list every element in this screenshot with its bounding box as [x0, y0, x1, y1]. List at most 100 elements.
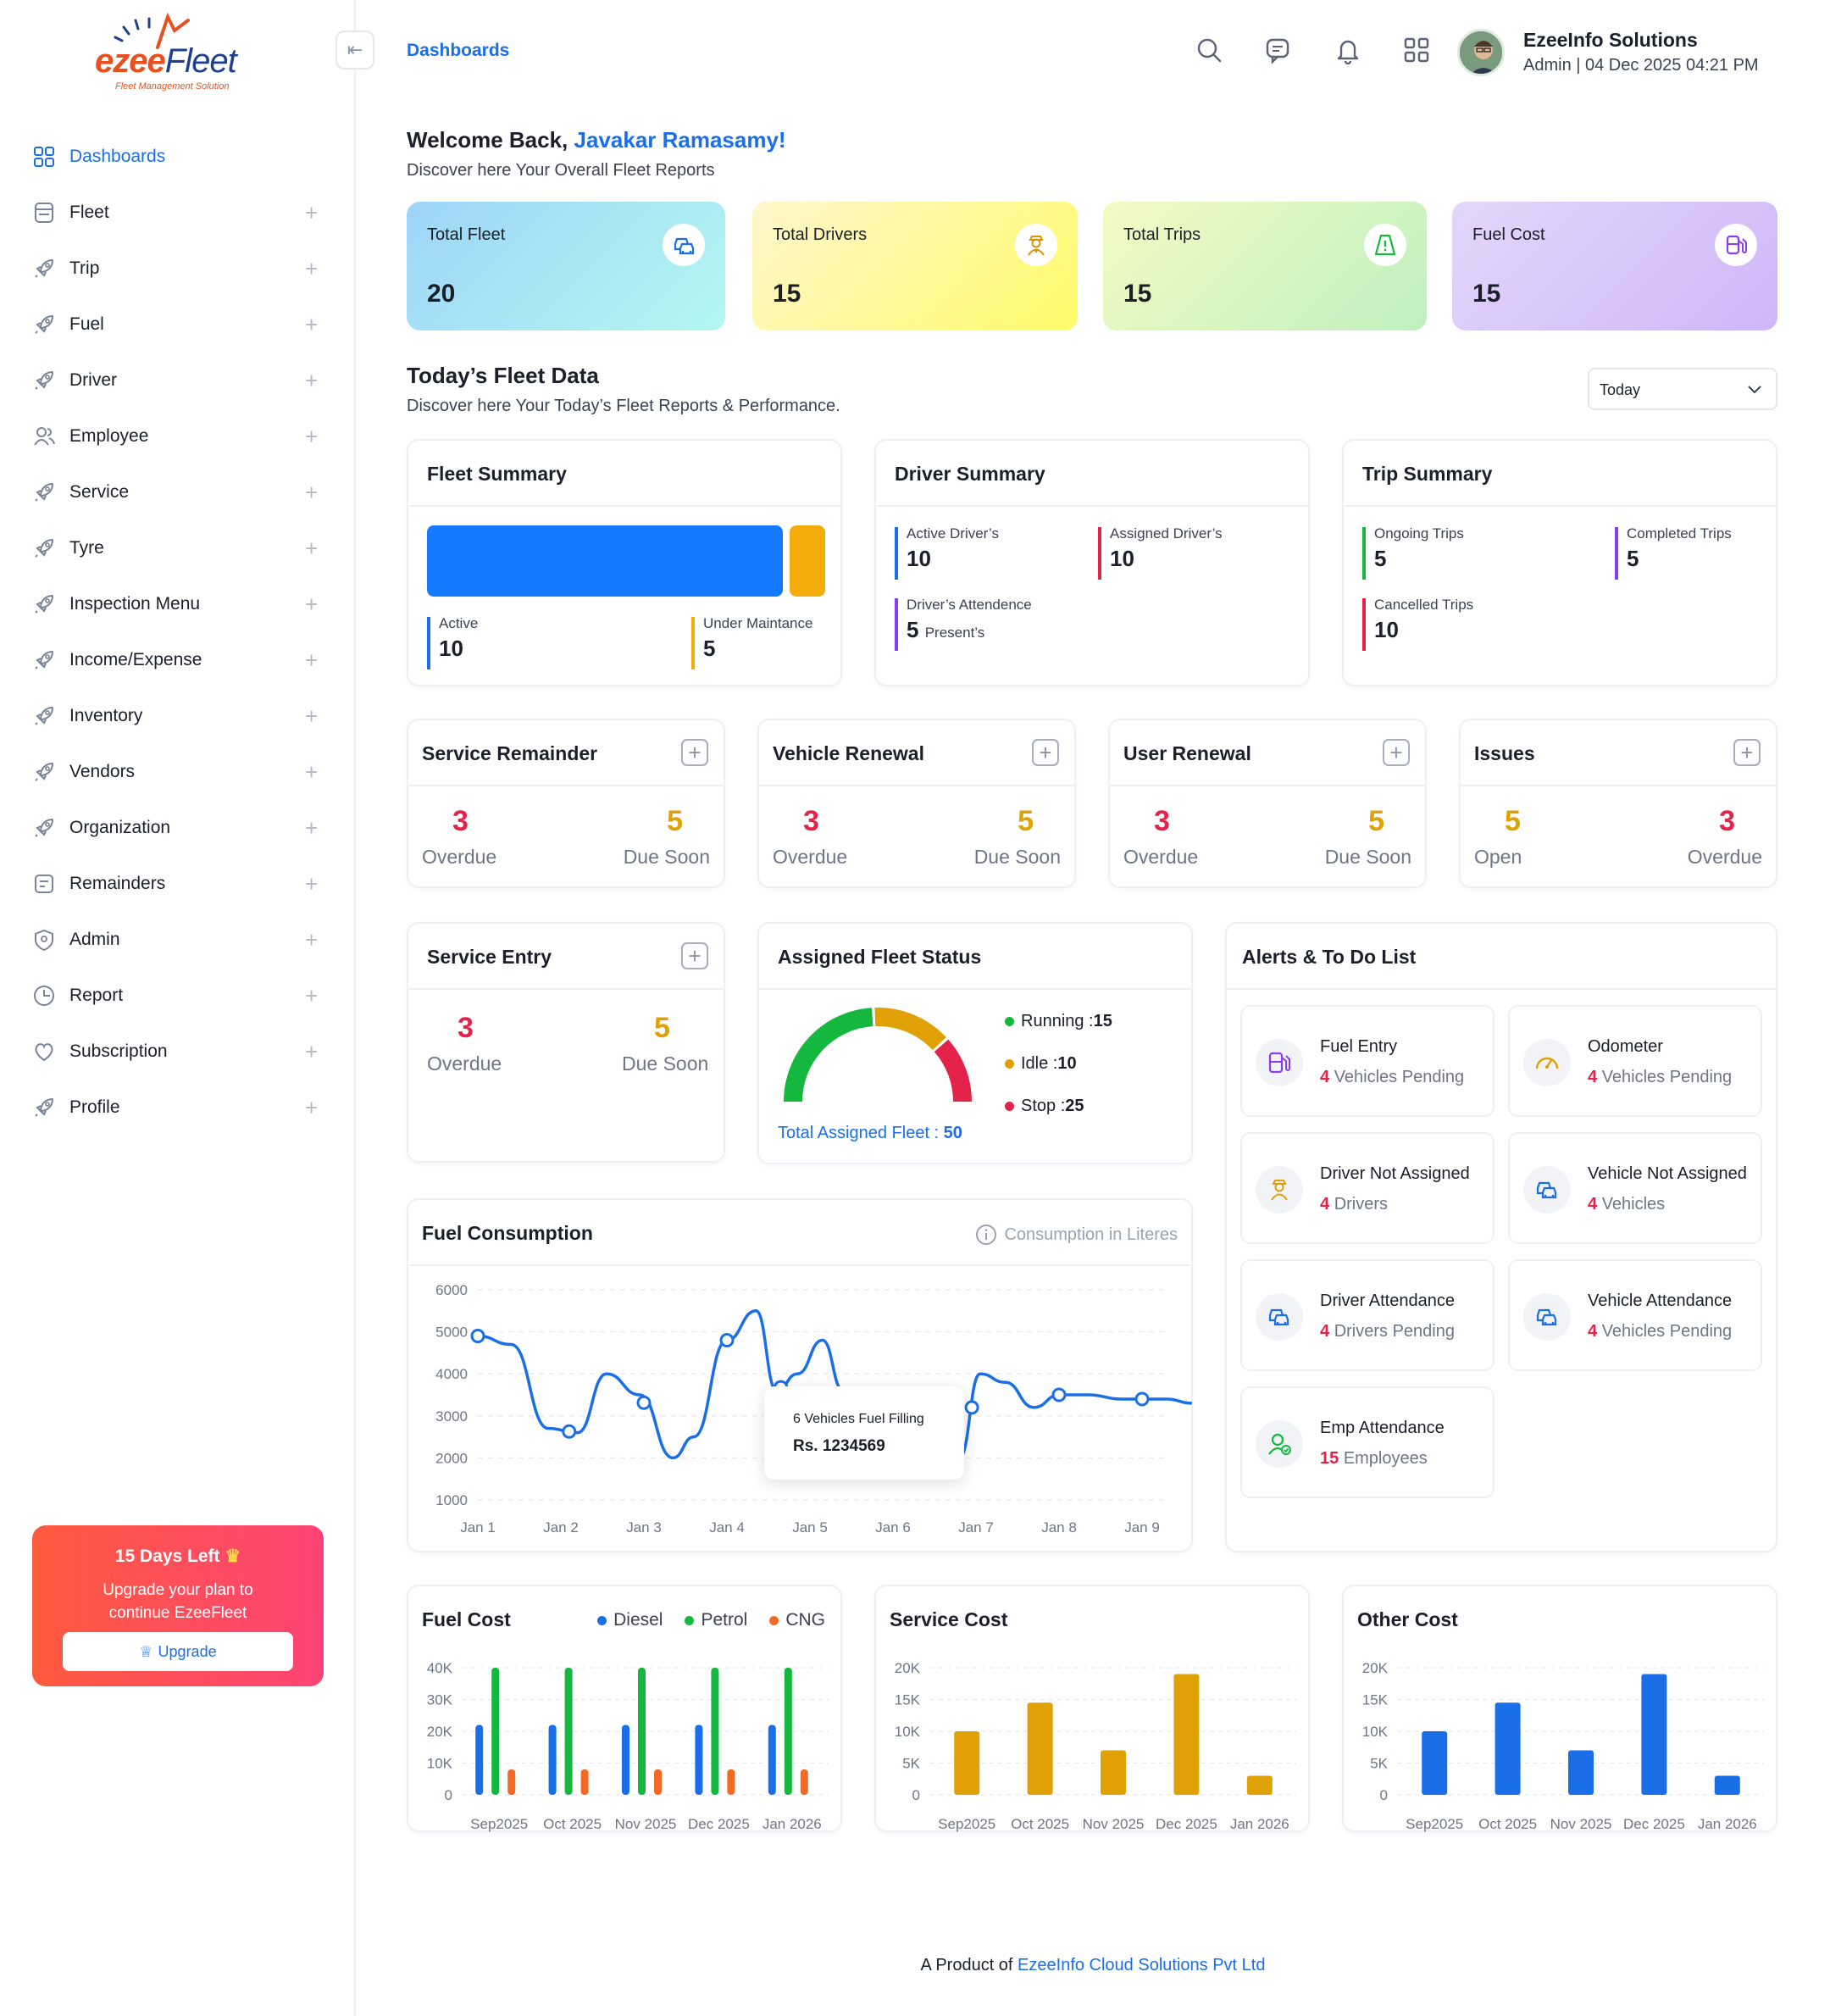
sidebar-item-label: Tyre — [69, 538, 104, 558]
sidebar-item-remainders[interactable]: Remainders + — [0, 856, 356, 912]
sidebar-item-tyre[interactable]: Tyre + — [0, 520, 356, 576]
stat-card-total-fleet[interactable]: Total Fleet 20 — [407, 202, 725, 330]
bar-petrol[interactable] — [564, 1668, 573, 1795]
bar[interactable] — [1101, 1750, 1126, 1796]
sidebar-item-subscription[interactable]: Subscription + — [0, 1024, 356, 1080]
stat-card-total-drivers[interactable]: Total Drivers 15 — [752, 202, 1078, 330]
bar[interactable] — [1027, 1702, 1053, 1795]
expand-plus-icon[interactable]: + — [305, 1095, 319, 1120]
alert-vehicle-not-assigned[interactable]: Vehicle Not Assigned 4 Vehicles — [1508, 1132, 1762, 1244]
y-tick-label: 10K — [427, 1756, 453, 1772]
chat-icon[interactable] — [1264, 36, 1293, 64]
expand-plus-icon[interactable]: + — [305, 759, 319, 785]
bar-cng[interactable] — [800, 1769, 808, 1795]
data-point[interactable] — [719, 1333, 735, 1348]
bar-cng[interactable] — [580, 1769, 589, 1795]
sidebar-item-trip[interactable]: Trip + — [0, 241, 356, 297]
bar[interactable] — [1422, 1731, 1448, 1795]
alert-odometer[interactable]: Odometer 4 Vehicles Pending — [1508, 1005, 1762, 1117]
avatar[interactable] — [1457, 29, 1505, 76]
data-point[interactable] — [636, 1395, 652, 1410]
expand-plus-icon[interactable]: + — [305, 1039, 319, 1064]
sidebar-item-report[interactable]: Report + — [0, 968, 356, 1024]
bar-petrol[interactable] — [491, 1668, 500, 1795]
bar[interactable] — [1246, 1775, 1273, 1796]
expand-plus-icon[interactable]: + — [305, 871, 319, 897]
collapse-sidebar-button[interactable]: ⇤ — [336, 31, 374, 69]
data-point[interactable] — [1134, 1391, 1150, 1407]
add-button[interactable]: + — [1032, 739, 1059, 766]
search-icon[interactable] — [1195, 36, 1223, 64]
bar[interactable] — [1641, 1674, 1667, 1796]
bar-diesel[interactable] — [475, 1724, 484, 1796]
add-button[interactable]: + — [681, 739, 708, 766]
sidebar-item-fleet[interactable]: Fleet + — [0, 185, 356, 241]
stat-card-total-trips[interactable]: Total Trips 15 — [1103, 202, 1427, 330]
expand-plus-icon[interactable]: + — [305, 703, 319, 729]
sidebar-item-service[interactable]: Service + — [0, 464, 356, 520]
bar-diesel[interactable] — [548, 1724, 557, 1796]
alert-driver-not-assigned[interactable]: Driver Not Assigned 4 Drivers — [1240, 1132, 1494, 1244]
sidebar-item-inventory[interactable]: Inventory + — [0, 688, 356, 744]
expand-plus-icon[interactable]: + — [305, 424, 319, 449]
sidebar-item-inspection-menu[interactable]: Inspection Menu + — [0, 576, 356, 632]
metric-value: 5 — [1374, 546, 1387, 571]
bar[interactable] — [1714, 1775, 1740, 1796]
bar[interactable] — [1173, 1674, 1200, 1796]
expand-plus-icon[interactable]: + — [305, 256, 319, 281]
alert-emp-attendance[interactable]: Emp Attendance 15 Employees — [1240, 1386, 1494, 1498]
ezeefleet-logo[interactable]: ezeeFleet Fleet Management Solution — [95, 12, 264, 93]
expand-plus-icon[interactable]: + — [305, 647, 319, 673]
sidebar-item-income-expense[interactable]: Income/Expense + — [0, 632, 356, 688]
add-button[interactable]: + — [1733, 739, 1761, 766]
sidebar-item-vendors[interactable]: Vendors + — [0, 744, 356, 800]
user-name[interactable]: EzeeInfo Solutions — [1523, 29, 1698, 51]
bar-petrol[interactable] — [711, 1668, 719, 1795]
alert-fuel-entry[interactable]: Fuel Entry 4 Vehicles Pending — [1240, 1005, 1494, 1117]
bar-diesel[interactable] — [695, 1724, 703, 1796]
expand-plus-icon[interactable]: + — [305, 815, 319, 841]
add-service-entry-button[interactable]: + — [681, 942, 708, 969]
bar[interactable] — [1494, 1702, 1521, 1795]
alert-driver-attendance[interactable]: Driver Attendance 4 Drivers Pending — [1240, 1259, 1494, 1371]
expand-plus-icon[interactable]: + — [305, 536, 319, 561]
bar-cng[interactable] — [727, 1769, 735, 1795]
expand-plus-icon[interactable]: + — [305, 927, 319, 952]
expand-plus-icon[interactable]: + — [305, 312, 319, 337]
bar-diesel[interactable] — [768, 1724, 776, 1796]
bar-petrol[interactable] — [784, 1668, 792, 1795]
bell-icon[interactable] — [1334, 36, 1362, 64]
apps-grid-icon[interactable] — [1402, 36, 1431, 64]
footer-company-link[interactable]: EzeeInfo Cloud Solutions Pvt Ltd — [1018, 1956, 1266, 1974]
sidebar-item-admin[interactable]: Admin + — [0, 912, 356, 968]
breadcrumb[interactable]: Dashboards — [407, 41, 510, 60]
sidebar-item-employee[interactable]: Employee + — [0, 408, 356, 464]
info-icon[interactable] — [975, 1224, 997, 1246]
period-select[interactable]: Today — [1588, 368, 1777, 410]
expand-plus-icon[interactable]: + — [305, 591, 319, 617]
bar-cng[interactable] — [507, 1769, 516, 1795]
bar[interactable] — [954, 1731, 980, 1795]
data-point[interactable] — [562, 1424, 577, 1439]
expand-plus-icon[interactable]: + — [305, 368, 319, 393]
sidebar-item-driver[interactable]: Driver + — [0, 353, 356, 408]
data-point[interactable] — [470, 1329, 485, 1344]
sidebar-item-dashboards[interactable]: Dashboards — [0, 129, 356, 185]
add-button[interactable]: + — [1383, 739, 1410, 766]
stat-card-fuel-cost[interactable]: Fuel Cost 15 — [1452, 202, 1777, 330]
bar-diesel[interactable] — [622, 1724, 629, 1796]
sidebar-item-fuel[interactable]: Fuel + — [0, 297, 356, 353]
attendance-unit: Present’s — [924, 625, 985, 641]
expand-plus-icon[interactable]: + — [305, 200, 319, 225]
bar-cng[interactable] — [654, 1769, 662, 1795]
expand-plus-icon[interactable]: + — [305, 480, 319, 505]
sidebar-item-profile[interactable]: Profile + — [0, 1080, 356, 1136]
bar-petrol[interactable] — [638, 1668, 646, 1795]
data-point[interactable] — [964, 1400, 979, 1415]
data-point[interactable] — [1051, 1387, 1067, 1402]
expand-plus-icon[interactable]: + — [305, 983, 319, 1008]
bar[interactable] — [1568, 1750, 1594, 1796]
upgrade-button[interactable]: ♕ Upgrade — [63, 1632, 293, 1671]
sidebar-item-organization[interactable]: Organization + — [0, 800, 356, 856]
alert-vehicle-attendance[interactable]: Vehicle Attendance 4 Vehicles Pending — [1508, 1259, 1762, 1371]
